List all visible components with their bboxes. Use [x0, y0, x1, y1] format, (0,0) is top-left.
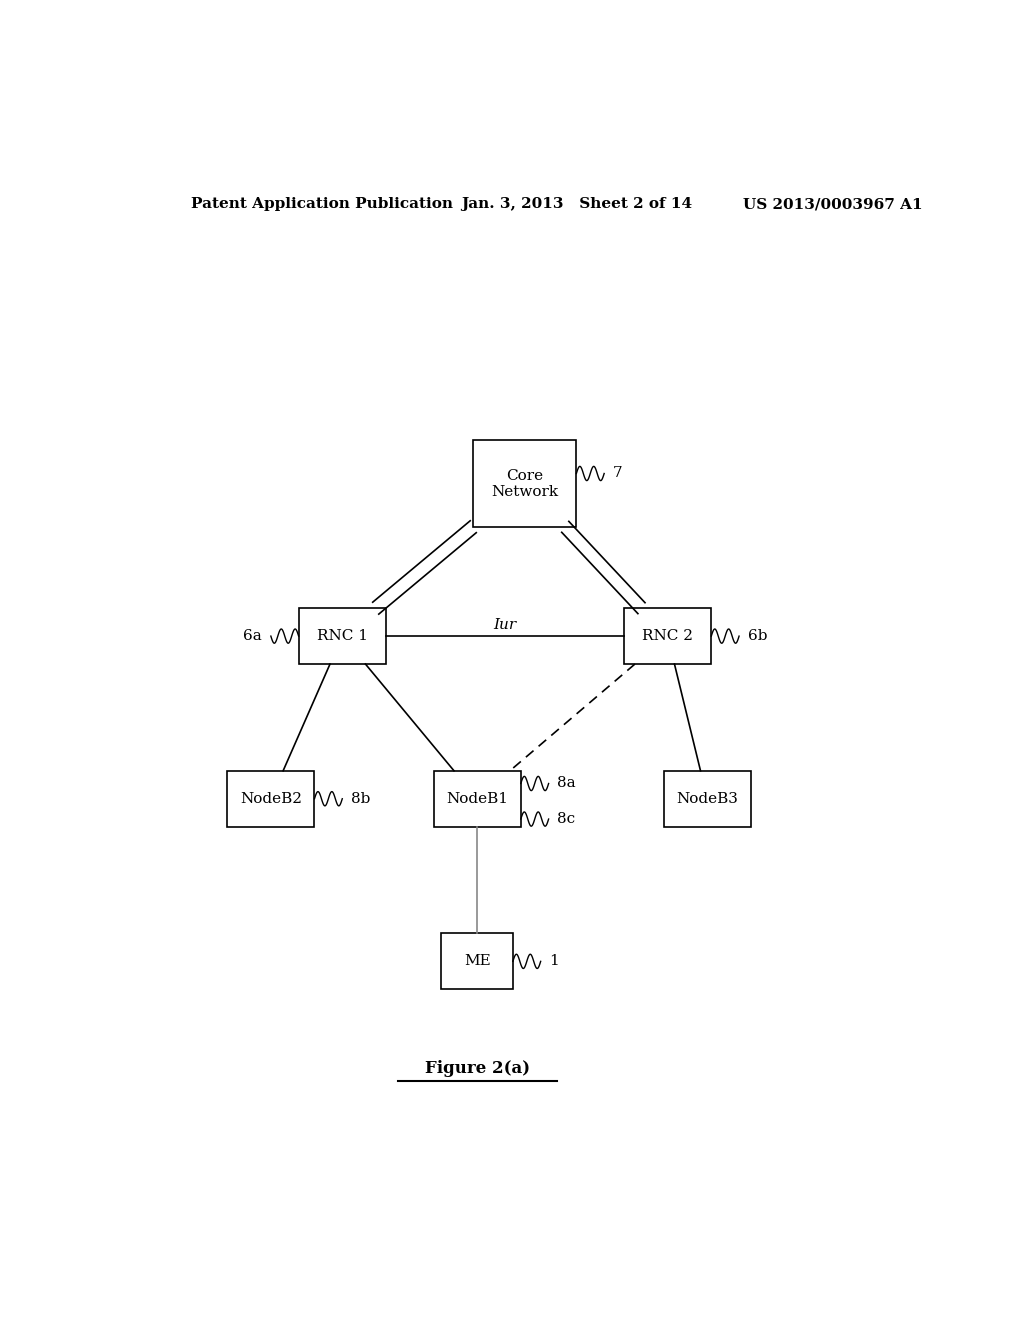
Text: NodeB1: NodeB1: [446, 792, 508, 805]
Text: RNC 1: RNC 1: [316, 630, 368, 643]
Text: Iur: Iur: [494, 618, 516, 632]
Text: Core
Network: Core Network: [492, 469, 558, 499]
Text: 6a: 6a: [244, 630, 262, 643]
Text: 8c: 8c: [557, 812, 575, 826]
Text: RNC 2: RNC 2: [642, 630, 693, 643]
FancyBboxPatch shape: [664, 771, 751, 826]
Text: 6b: 6b: [748, 630, 767, 643]
FancyBboxPatch shape: [473, 441, 577, 527]
Text: Jan. 3, 2013   Sheet 2 of 14: Jan. 3, 2013 Sheet 2 of 14: [461, 197, 692, 211]
Text: 8a: 8a: [557, 776, 575, 791]
Text: 1: 1: [550, 954, 559, 969]
Text: US 2013/0003967 A1: US 2013/0003967 A1: [743, 197, 923, 211]
Text: Patent Application Publication: Patent Application Publication: [191, 197, 454, 211]
Text: NodeB2: NodeB2: [240, 792, 302, 805]
FancyBboxPatch shape: [299, 609, 386, 664]
Text: Figure 2(a): Figure 2(a): [425, 1060, 529, 1077]
FancyBboxPatch shape: [433, 771, 521, 826]
FancyBboxPatch shape: [227, 771, 314, 826]
Text: ME: ME: [464, 954, 490, 969]
Text: 8b: 8b: [351, 792, 371, 805]
Text: NodeB3: NodeB3: [677, 792, 738, 805]
FancyBboxPatch shape: [624, 609, 712, 664]
Text: 7: 7: [613, 466, 623, 480]
FancyBboxPatch shape: [441, 933, 513, 989]
